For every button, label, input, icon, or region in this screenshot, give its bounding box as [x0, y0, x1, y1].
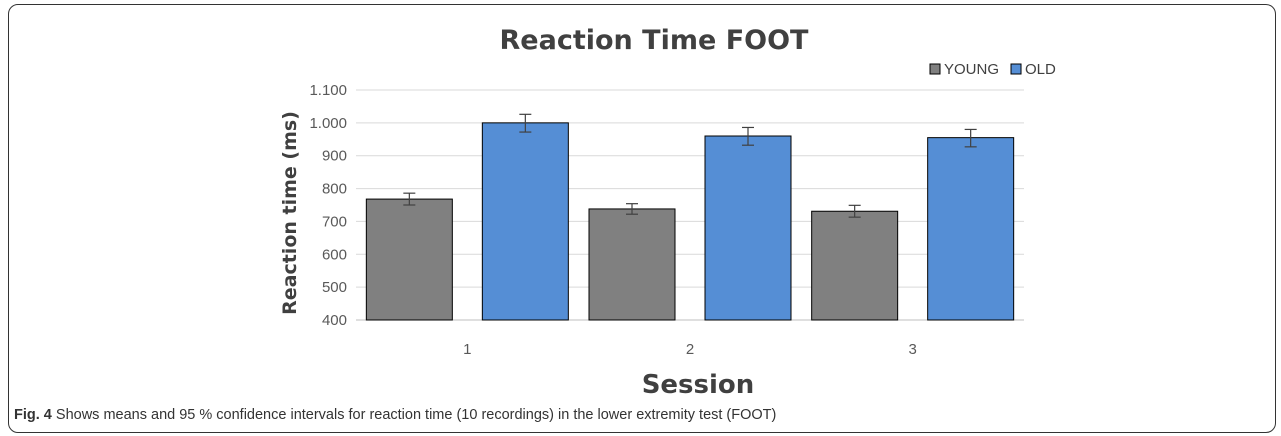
bars: [365, 113, 1015, 321]
y-tick-label: 900: [322, 148, 347, 165]
legend-swatch-young: [929, 63, 941, 75]
y-tick-labels: 400 500 600 700 800 900 1.000 1.100: [309, 82, 347, 329]
x-tick-label: 3: [908, 341, 916, 358]
x-tick-label: 2: [686, 341, 694, 358]
caption-label: Fig. 4: [14, 407, 52, 423]
bar-chart: Reaction Time FOOT Reaction time (ms) Se…: [279, 25, 1056, 400]
y-tick-label: 400: [322, 312, 347, 329]
y-tick-label: 700: [322, 213, 347, 230]
bar-young-session-2: [588, 208, 676, 321]
legend-label-young: YOUNG: [944, 61, 999, 78]
bar-old-session-1: [481, 122, 569, 321]
gridlines: [356, 89, 1024, 321]
x-tick-label: 1: [463, 341, 471, 358]
legend-label-old: OLD: [1025, 61, 1056, 78]
bar-young-session-1: [365, 198, 453, 321]
x-axis-title: Session: [642, 370, 755, 400]
bar-old-session-3: [927, 137, 1015, 321]
figure-frame: [8, 4, 1276, 433]
y-tick-label: 500: [322, 279, 347, 296]
y-tick-label: 800: [322, 181, 347, 198]
legend: YOUNG OLD: [929, 61, 1056, 78]
y-tick-label: 1.000: [309, 115, 347, 132]
chart-title: Reaction Time FOOT: [500, 25, 810, 56]
bar-old-session-2: [704, 135, 792, 321]
x-tick-labels: 1 2 3: [463, 341, 917, 358]
y-tick-label: 600: [322, 246, 347, 263]
figure-caption: Fig. 4 Shows means and 95 % confidence i…: [14, 407, 776, 423]
caption-text: Shows means and 95 % confidence interval…: [51, 407, 777, 423]
y-axis-title: Reaction time (ms): [279, 111, 301, 315]
y-tick-label: 1.100: [309, 82, 347, 99]
legend-swatch-old: [1010, 63, 1022, 75]
bar-young-session-3: [811, 210, 899, 321]
